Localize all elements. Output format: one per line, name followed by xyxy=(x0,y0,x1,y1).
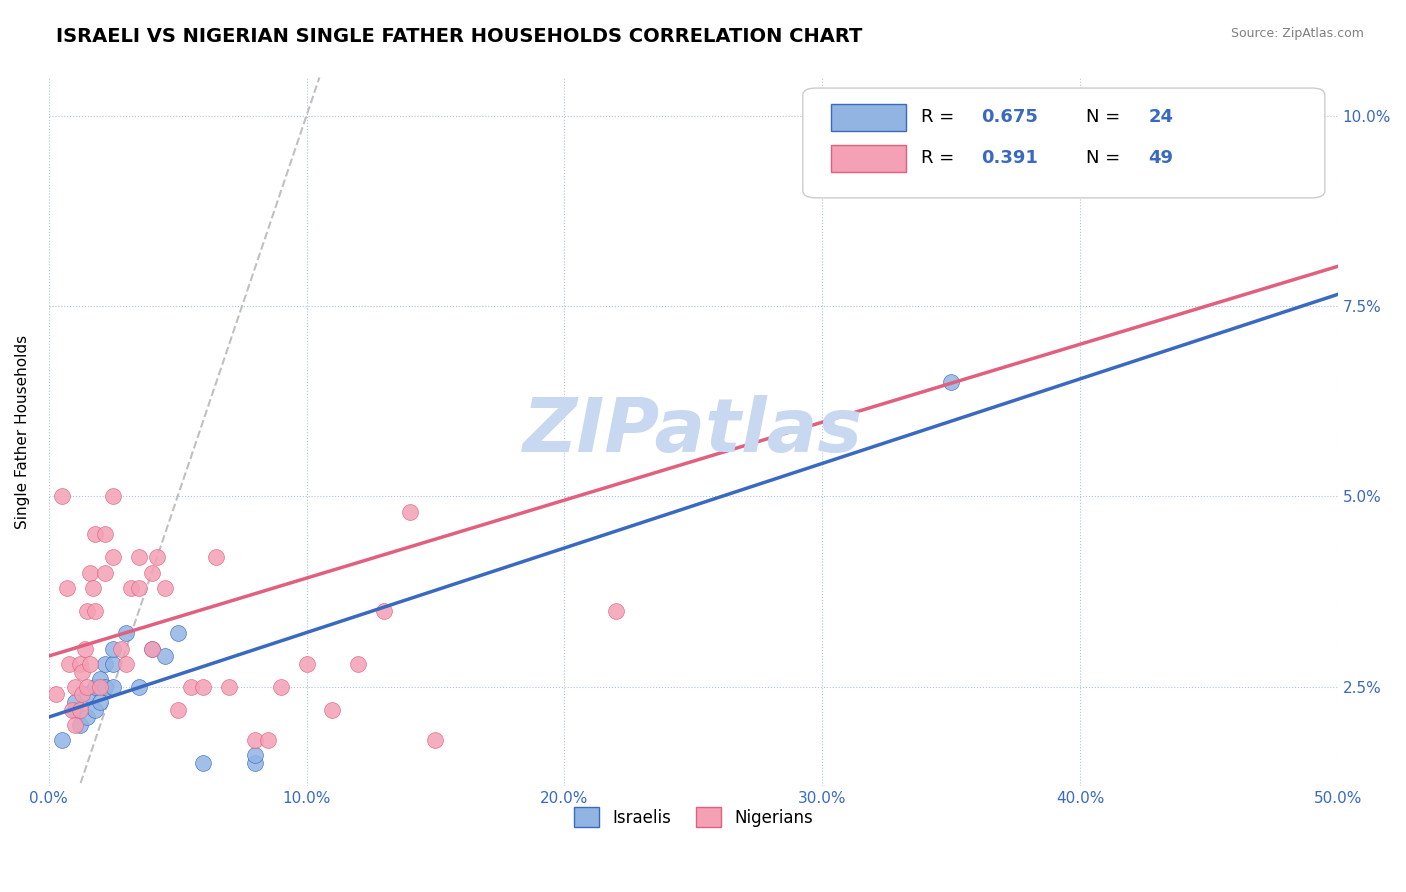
Point xyxy=(128,680,150,694)
Point xyxy=(115,626,138,640)
Point xyxy=(425,733,447,747)
Point xyxy=(94,657,117,671)
Point xyxy=(89,680,111,694)
Point xyxy=(115,657,138,671)
Point xyxy=(243,756,266,770)
Text: R =: R = xyxy=(921,149,960,167)
Point xyxy=(166,703,188,717)
Point xyxy=(180,680,202,694)
Point xyxy=(103,680,125,694)
Point xyxy=(605,604,627,618)
Point xyxy=(84,527,107,541)
Point xyxy=(103,657,125,671)
Point xyxy=(141,566,163,580)
Point xyxy=(89,672,111,686)
Point xyxy=(120,581,142,595)
Point xyxy=(76,687,98,701)
Point xyxy=(58,657,80,671)
Point xyxy=(257,733,280,747)
Point xyxy=(218,680,240,694)
Point xyxy=(939,375,962,389)
Point xyxy=(193,756,215,770)
Point xyxy=(60,703,83,717)
Point xyxy=(73,641,96,656)
Point xyxy=(63,695,86,709)
Point xyxy=(153,649,176,664)
Point xyxy=(56,581,79,595)
Point xyxy=(373,604,395,618)
Point xyxy=(72,665,94,679)
FancyBboxPatch shape xyxy=(831,145,905,171)
Point xyxy=(84,680,107,694)
Point xyxy=(76,710,98,724)
Text: N =: N = xyxy=(1087,149,1126,167)
Point xyxy=(347,657,370,671)
Text: ISRAELI VS NIGERIAN SINGLE FATHER HOUSEHOLDS CORRELATION CHART: ISRAELI VS NIGERIAN SINGLE FATHER HOUSEH… xyxy=(56,27,863,45)
Point xyxy=(103,489,125,503)
Point xyxy=(398,505,420,519)
Point xyxy=(141,641,163,656)
Legend: Israelis, Nigerians: Israelis, Nigerians xyxy=(567,800,820,834)
Point xyxy=(243,748,266,763)
Point xyxy=(128,550,150,565)
Point xyxy=(72,687,94,701)
Text: Source: ZipAtlas.com: Source: ZipAtlas.com xyxy=(1230,27,1364,40)
Point xyxy=(69,657,91,671)
Point xyxy=(270,680,292,694)
Text: 0.391: 0.391 xyxy=(981,149,1038,167)
Point xyxy=(63,680,86,694)
Text: R =: R = xyxy=(921,108,960,126)
Point xyxy=(51,733,73,747)
Text: 49: 49 xyxy=(1149,149,1173,167)
Point xyxy=(166,626,188,640)
Point xyxy=(243,733,266,747)
Point xyxy=(79,566,101,580)
Point xyxy=(153,581,176,595)
Point xyxy=(141,641,163,656)
Text: ZIPatlas: ZIPatlas xyxy=(523,395,863,468)
Point xyxy=(45,687,67,701)
Point xyxy=(84,703,107,717)
Point xyxy=(82,581,104,595)
FancyBboxPatch shape xyxy=(831,103,905,130)
Point xyxy=(94,527,117,541)
Point xyxy=(84,604,107,618)
Point xyxy=(76,680,98,694)
Point xyxy=(110,641,132,656)
Text: N =: N = xyxy=(1087,108,1126,126)
Point xyxy=(321,703,343,717)
Point xyxy=(69,703,91,717)
Point xyxy=(69,718,91,732)
Point xyxy=(89,695,111,709)
Point xyxy=(94,680,117,694)
Point xyxy=(205,550,228,565)
Point xyxy=(63,703,86,717)
Point xyxy=(146,550,169,565)
Point xyxy=(51,489,73,503)
FancyBboxPatch shape xyxy=(803,88,1324,198)
Point xyxy=(295,657,318,671)
Point xyxy=(63,718,86,732)
Point xyxy=(193,680,215,694)
Point xyxy=(76,604,98,618)
Point xyxy=(103,550,125,565)
Point xyxy=(79,657,101,671)
Point xyxy=(128,581,150,595)
Text: 24: 24 xyxy=(1149,108,1173,126)
Point xyxy=(94,566,117,580)
Text: 0.675: 0.675 xyxy=(981,108,1038,126)
Y-axis label: Single Father Households: Single Father Households xyxy=(15,334,30,529)
Point xyxy=(103,641,125,656)
